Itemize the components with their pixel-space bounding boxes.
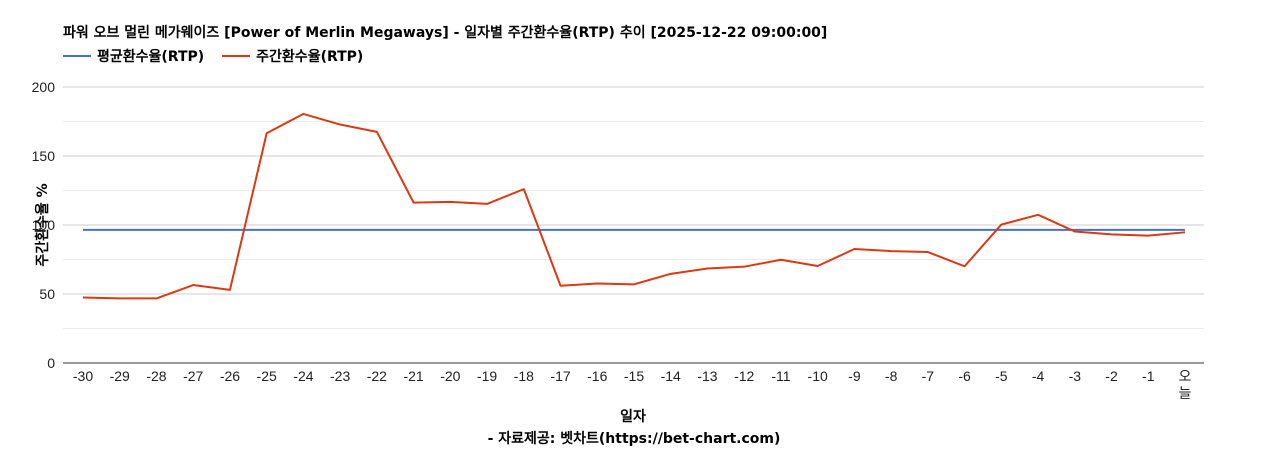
x-tick-label: -21 — [403, 368, 423, 384]
x-tick-label: -1 — [1142, 368, 1155, 384]
legend-item-weekly[interactable]: 주간환수율(RTP) — [222, 46, 363, 66]
x-tick-label: -9 — [848, 368, 861, 384]
legend-item-average[interactable]: 평균환수율(RTP) — [63, 46, 204, 66]
x-tick-label: -6 — [958, 368, 971, 384]
x-tick-label: -25 — [257, 368, 277, 384]
chart-title: 파워 오브 멀린 메가웨이즈 [Power of Merlin Megaways… — [63, 25, 828, 41]
x-tick-label: -18 — [514, 368, 534, 384]
x-tick-label: -24 — [293, 368, 313, 384]
x-tick-label: -7 — [922, 368, 935, 384]
legend-swatch-average — [63, 55, 91, 57]
y-axis-title: 주간환수율 % — [34, 183, 51, 266]
x-tick-label: -17 — [550, 368, 570, 384]
x-tick-label: -20 — [440, 368, 460, 384]
x-tick-label: -8 — [885, 368, 898, 384]
x-tick-label: -2 — [1105, 368, 1118, 384]
y-tick-label: 150 — [32, 148, 56, 164]
x-tick-label: 늘 — [1179, 385, 1192, 401]
x-axis-title: 일자 — [620, 409, 646, 425]
x-tick-label: -13 — [697, 368, 717, 384]
gridlines — [63, 86, 1204, 329]
y-tick-label: 0 — [47, 355, 55, 371]
source-note: - 자료제공: 벳차트(https://bet-chart.com) — [487, 431, 781, 447]
x-tick-label: -5 — [995, 368, 1008, 384]
x-tick-label: -12 — [734, 368, 754, 384]
x-tick-label: -22 — [367, 368, 387, 384]
x-tick-label: -3 — [1069, 368, 1082, 384]
x-tick-label: 오 — [1179, 368, 1192, 384]
legend-swatch-weekly — [222, 55, 251, 57]
x-tick-label: -15 — [624, 368, 644, 384]
x-tick-label: -26 — [220, 368, 240, 384]
x-tick-label: -28 — [146, 368, 166, 384]
series-lines — [82, 112, 1186, 300]
x-tick-label: -27 — [183, 368, 203, 384]
x-tick-label: -16 — [587, 368, 607, 384]
x-tick-label: -10 — [808, 368, 828, 384]
legend: 평균환수율(RTP) 주간환수율(RTP) — [63, 46, 381, 66]
x-tick-label: -11 — [771, 368, 790, 384]
x-tick-label: -29 — [110, 368, 130, 384]
legend-label-average: 평균환수율(RTP) — [97, 49, 205, 65]
x-tick-label: -19 — [477, 368, 497, 384]
y-tick-label: 50 — [39, 286, 55, 302]
legend-label-weekly: 주간환수율(RTP) — [256, 49, 364, 65]
x-tick-label: -30 — [73, 368, 93, 384]
x-tick-label: -14 — [661, 368, 681, 384]
y-tick-label: 200 — [32, 79, 56, 95]
series-line-1 — [82, 112, 1186, 300]
x-tick-label: -23 — [330, 368, 350, 384]
x-tick-label: -4 — [1032, 368, 1045, 384]
y-tick-label: 100 — [32, 217, 56, 233]
